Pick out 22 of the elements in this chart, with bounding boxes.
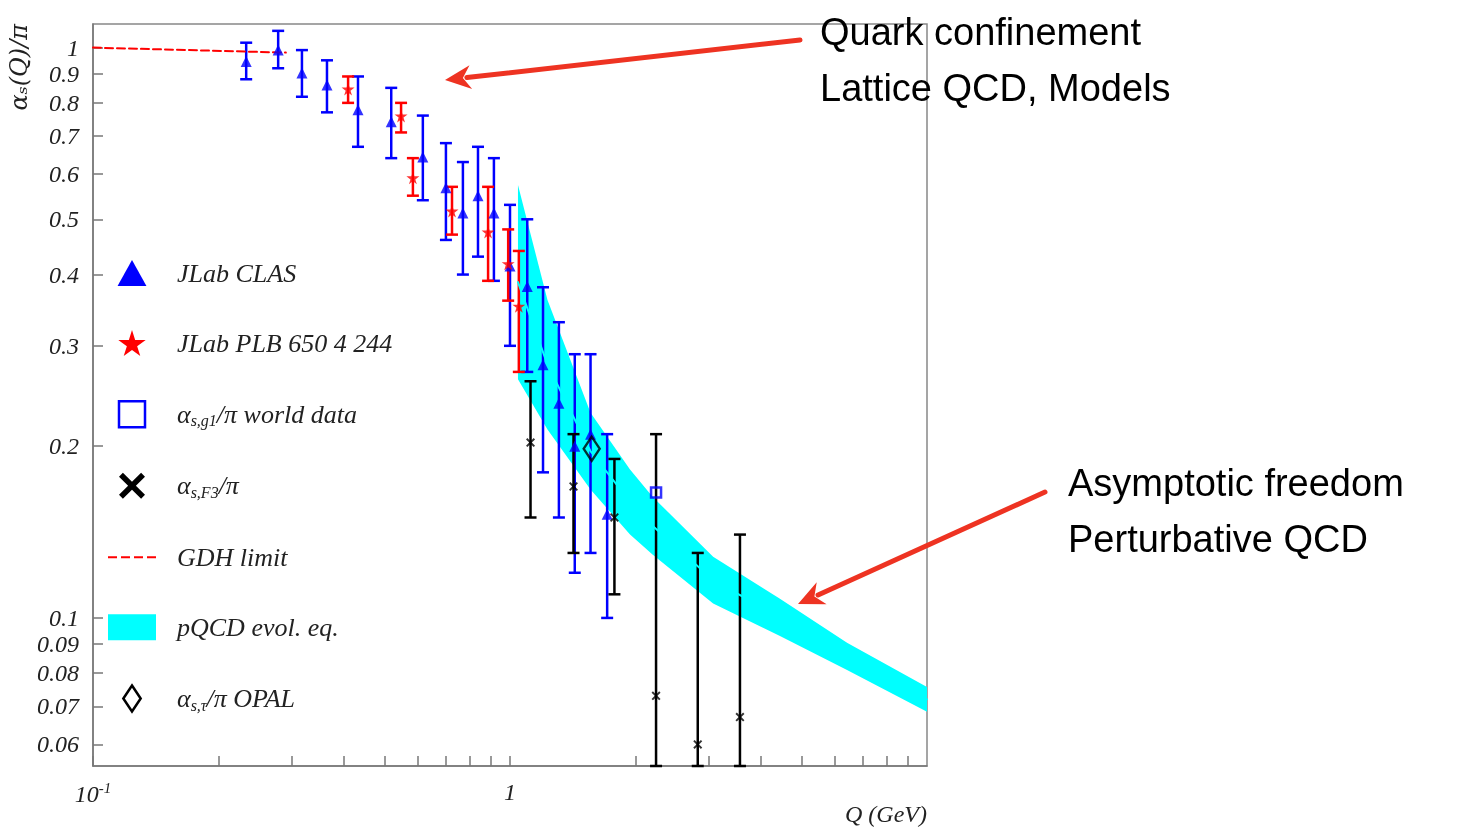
y-tick-label: 0.5: [49, 206, 79, 233]
legend-label: GDH limit: [177, 542, 289, 572]
y-tick-label: 0.6: [49, 161, 79, 188]
y-tick-label: 1: [67, 34, 79, 61]
y-tick-label: 0.4: [49, 261, 79, 288]
text: Asymptotic freedom Perturbative QCD: [1068, 461, 1404, 562]
y-tick-label: 0.3: [49, 332, 79, 359]
annotation: Quark confinement Lattice QCD, Models: [820, 10, 1171, 111]
y-tick-label: 0.9: [49, 60, 79, 87]
y-tick-label: 0.08: [37, 660, 79, 687]
y-tick-label: 0.2: [49, 433, 79, 460]
y-tick-label: 0.09: [37, 631, 79, 658]
legend-label: JLab PLB 650 4 244: [177, 328, 393, 358]
y-tick-label: 0.1: [49, 604, 79, 631]
x-axis-title: Q (GeV): [845, 801, 927, 827]
y-tick-label: 0.7: [49, 122, 80, 149]
y-tick-label: 0.06: [37, 731, 79, 758]
y-axis-title: αₛ(Q)/π: [5, 22, 33, 111]
y-tick-label: 0.07: [37, 693, 80, 720]
y-tick-label: 0.8: [49, 89, 79, 116]
legend-label: pQCD evol. eq.: [175, 612, 339, 642]
legend-label: JLab CLAS: [177, 258, 297, 288]
